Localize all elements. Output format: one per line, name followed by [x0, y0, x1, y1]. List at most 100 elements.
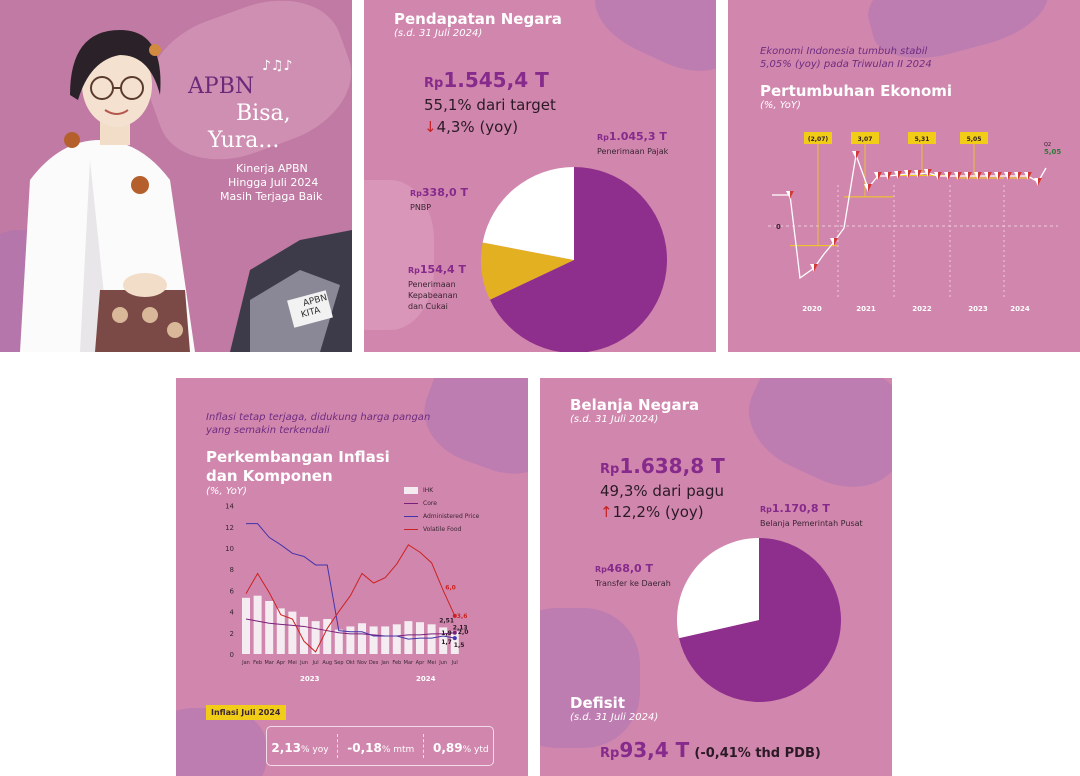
- ihk-bar: [300, 616, 308, 654]
- legend-item-vf: Volatile Food: [404, 523, 479, 536]
- month-label: Apr: [416, 660, 426, 666]
- ihk-bar: [253, 595, 262, 654]
- quarter-flag-shade: [898, 171, 902, 179]
- slice-label-pusat: Belanja Pemerintah Pusat: [760, 519, 863, 528]
- month-label: Jul: [312, 660, 319, 666]
- quarter-flag-shade: [878, 172, 882, 180]
- stat-ytd: 0,89% ytd: [432, 740, 489, 755]
- year-label: 2022: [912, 305, 932, 313]
- ihk-label-jun: 2,51: [439, 617, 454, 624]
- deficit-value: Rp93,4 T (-0,41% thd PDB): [600, 738, 821, 762]
- slice-label-tkd-value: Rp468,0 T: [595, 562, 654, 575]
- quarter-flag-shade: [948, 172, 952, 180]
- belanja-pagu: 49,3% dari pagu: [600, 482, 724, 500]
- month-label: Feb: [392, 660, 401, 666]
- arrow-down-icon: ↓: [424, 118, 437, 136]
- belanja-title: Belanja Negara: [570, 396, 700, 414]
- pendapatan-yoy: ↓4,3% (yoy): [424, 118, 519, 136]
- quarter-flag-shade: [1028, 172, 1032, 180]
- panel-cover: APBN Bisa, Yura... ♪♫♪ Kinerja APBN Hing…: [0, 0, 352, 352]
- annual-badge-text: 5,31: [915, 136, 930, 143]
- annual-badge-text: (2,07): [808, 136, 829, 143]
- quarter-flag-shade: [868, 184, 872, 192]
- month-label: Feb: [253, 660, 262, 666]
- series-end-point: [452, 636, 457, 641]
- quarter-flag-shade: [790, 191, 794, 199]
- inflation-stats-box: 2,13% yoy -0,18% mtm 0,89% ytd: [266, 726, 494, 766]
- cover-title-line1: APBN: [188, 74, 255, 99]
- annual-badge: [851, 132, 879, 144]
- ap-label-jul: 1,5: [454, 642, 465, 649]
- quarter-flag-shade: [814, 264, 818, 272]
- stat-yoy: 2,13% yoy: [271, 740, 329, 755]
- legend-swatch: [404, 529, 418, 530]
- vf-label-jun: 6,0: [445, 584, 456, 591]
- year-group-label: 2023: [300, 675, 320, 683]
- pie-slice-1: [677, 538, 759, 639]
- stat-divider: [337, 734, 339, 758]
- month-label: Jun: [299, 660, 308, 666]
- quarter-flag-shade: [888, 172, 892, 180]
- music-notes-icon: ♪♫♪: [262, 58, 293, 74]
- slice-label-cukai: Penerimaan Kepabeanan dan Cukai: [408, 280, 458, 311]
- ihk-bar: [392, 624, 401, 654]
- legend-swatch: [404, 516, 418, 517]
- ihk-bar: [311, 621, 320, 654]
- month-label: Jun: [438, 660, 447, 666]
- belanja-total: Rp1.638,8 T: [600, 454, 725, 478]
- growth-title: Pertumbuhan Ekonomi: [760, 82, 953, 100]
- core-label-jul: 2,0: [458, 629, 469, 636]
- inflation-note: Inflasi tetap terjaga, didukung harga pa…: [206, 412, 431, 436]
- cover-subtitle-line1: Kinerja APBN: [236, 162, 308, 175]
- slice-label-pusat-value: Rp1.170,8 T: [760, 502, 830, 515]
- cover-subtitle-line3: Masih Terjaga Baik: [220, 190, 323, 203]
- panel-inflasi: Inflasi tetap terjaga, didukung harga pa…: [176, 378, 528, 776]
- stat-mtm: -0,18% mtm: [347, 740, 415, 755]
- ihk-bar: [381, 626, 390, 654]
- month-label: Nov: [357, 660, 367, 666]
- slice-label-pajak-value: Rp1.045,3 T: [597, 130, 667, 143]
- quarter-flag-shade: [938, 172, 942, 180]
- quarter-flag-shade: [988, 172, 992, 180]
- month-label: Jan: [380, 660, 389, 666]
- quarter-flag-shade: [856, 151, 860, 159]
- ihk-bar: [346, 626, 355, 654]
- pendapatan-total: Rp1.545,4 T: [424, 68, 549, 92]
- month-label: Apr: [276, 660, 286, 666]
- annual-badge: [804, 132, 832, 144]
- y-tick-label: 2: [230, 630, 234, 638]
- panel-pendapatan: Pendapatan Negara (s.d. 31 Juli 2024) Rp…: [364, 0, 716, 352]
- annual-badge-text: 5,05: [967, 136, 982, 143]
- brush-stroke: [540, 608, 640, 748]
- slice-label-pnbp-value: Rp338,0 T: [410, 186, 469, 199]
- y-tick-label: 4: [230, 609, 235, 617]
- quarter-flag-shade: [908, 170, 912, 178]
- final-quarter-label: Q2: [1044, 142, 1051, 148]
- month-label: Jul: [451, 660, 458, 666]
- inflation-series-line: [246, 523, 455, 640]
- slice-label-pajak: Penerimaan Pajak: [597, 147, 669, 156]
- month-label: Des: [369, 660, 379, 666]
- pie-slice-2: [482, 167, 574, 260]
- legend-swatch: [404, 487, 418, 494]
- slice-label-cukai-value: Rp154,4 T: [408, 263, 467, 276]
- growth-note: Ekonomi Indonesia tumbuh stabil 5,05% (yo…: [760, 46, 932, 70]
- slice-label-tkd: Transfer ke Daerah: [595, 579, 671, 588]
- y-tick-label: 10: [225, 545, 234, 553]
- inflation-badge: Inflasi Juli 2024: [206, 705, 286, 720]
- year-group-label: 2024: [416, 675, 436, 683]
- ihk-bar: [265, 601, 274, 654]
- belanja-yoy: ↑12,2% (yoy): [600, 503, 704, 521]
- y-tick-label: 6: [230, 587, 235, 595]
- annual-badge: [960, 132, 988, 144]
- y-tick-label: 8: [230, 566, 234, 574]
- quarter-flag-shade: [978, 172, 982, 180]
- arrow-up-icon: ↑: [600, 503, 613, 521]
- pie-slice-0: [489, 167, 667, 352]
- slice-label-pnbp: PNBP: [410, 203, 432, 212]
- woman-illustration: [20, 30, 352, 352]
- month-label: Mar: [404, 660, 414, 666]
- pendapatan-period: (s.d. 31 Juli 2024): [394, 28, 483, 39]
- panel-pertumbuhan: Ekonomi Indonesia tumbuh stabil 5,05% (yo…: [728, 0, 1080, 352]
